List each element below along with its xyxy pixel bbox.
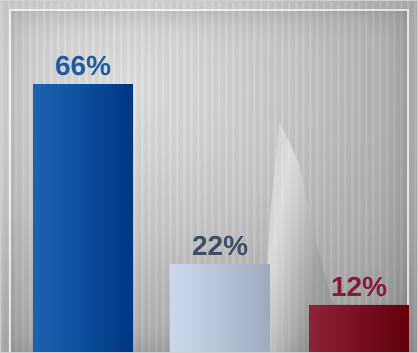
bar-1 <box>33 84 133 352</box>
bar-2 <box>170 264 270 352</box>
data-label-1: 66% <box>55 50 111 81</box>
bar-3 <box>309 304 409 352</box>
data-labels-group: 66% 22% 12% <box>55 50 387 302</box>
data-label-2: 22% <box>192 230 248 261</box>
chart-inner-border <box>9 9 409 352</box>
data-label-3: 12% <box>331 271 387 302</box>
bars-group <box>33 84 409 352</box>
